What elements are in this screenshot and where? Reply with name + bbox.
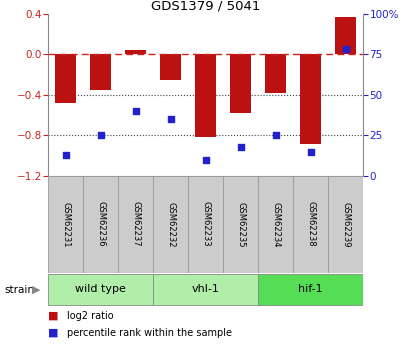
- Text: GSM62238: GSM62238: [306, 201, 315, 247]
- Point: [202, 157, 209, 162]
- Bar: [258, 176, 293, 273]
- Point: [307, 149, 314, 154]
- Text: GSM62237: GSM62237: [131, 201, 140, 247]
- Bar: [48, 274, 153, 305]
- Bar: [160, 54, 181, 80]
- Bar: [90, 54, 111, 90]
- Text: hif-1: hif-1: [299, 284, 323, 294]
- Text: vhl-1: vhl-1: [192, 284, 220, 294]
- Point: [237, 144, 244, 149]
- Bar: [188, 176, 223, 273]
- Point: [342, 47, 349, 52]
- Bar: [83, 176, 118, 273]
- Point: [168, 116, 174, 122]
- Bar: [48, 176, 83, 273]
- Bar: [300, 54, 321, 144]
- Bar: [328, 176, 363, 273]
- Text: strain: strain: [4, 285, 34, 295]
- Text: wild type: wild type: [75, 284, 126, 294]
- Point: [132, 108, 139, 114]
- Bar: [293, 176, 328, 273]
- Text: ■: ■: [48, 328, 59, 338]
- Text: ■: ■: [48, 311, 59, 321]
- Text: GSM62231: GSM62231: [61, 201, 70, 247]
- Point: [273, 132, 279, 138]
- Text: percentile rank within the sample: percentile rank within the sample: [67, 328, 232, 338]
- Text: log2 ratio: log2 ratio: [67, 311, 114, 321]
- Bar: [195, 54, 216, 137]
- Bar: [153, 176, 188, 273]
- Bar: [125, 50, 146, 54]
- Text: GSM62235: GSM62235: [236, 201, 245, 247]
- Bar: [118, 176, 153, 273]
- Bar: [153, 274, 258, 305]
- Bar: [265, 54, 286, 93]
- Point: [63, 152, 69, 158]
- Text: GSM62234: GSM62234: [271, 201, 280, 247]
- Title: GDS1379 / 5041: GDS1379 / 5041: [151, 0, 260, 13]
- Text: GSM62232: GSM62232: [166, 201, 175, 247]
- Bar: [258, 274, 363, 305]
- Text: GSM62236: GSM62236: [96, 201, 105, 247]
- Bar: [55, 54, 76, 103]
- Bar: [223, 176, 258, 273]
- Bar: [335, 17, 356, 54]
- Bar: [230, 54, 251, 113]
- Point: [97, 132, 104, 138]
- Text: GSM62233: GSM62233: [201, 201, 210, 247]
- Text: GSM62239: GSM62239: [341, 201, 350, 247]
- Text: ▶: ▶: [32, 285, 40, 295]
